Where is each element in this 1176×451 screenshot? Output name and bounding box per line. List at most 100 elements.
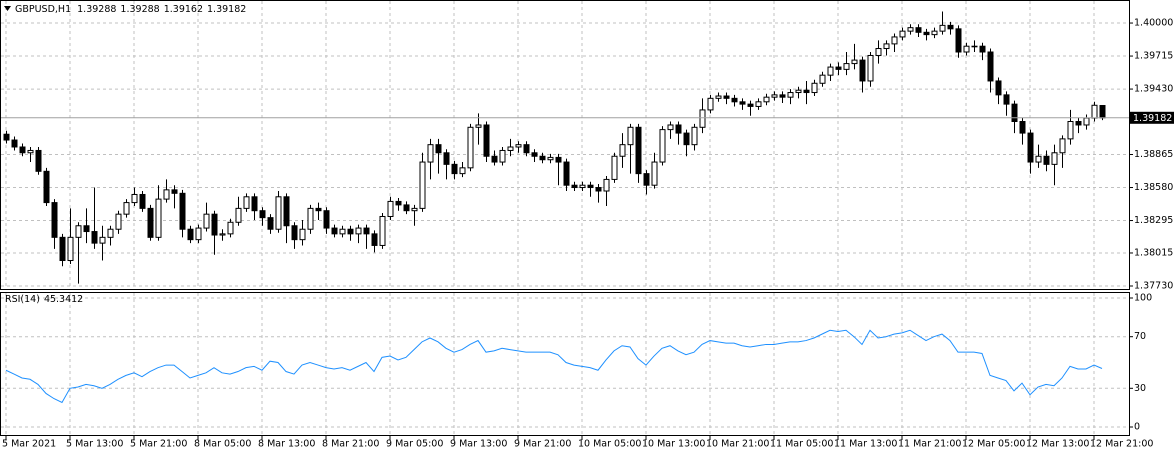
candle-body xyxy=(3,133,10,141)
last-low: 1.39162 xyxy=(164,4,203,15)
candle-body xyxy=(683,132,690,146)
candle-body xyxy=(771,94,778,98)
candle-body xyxy=(827,66,834,76)
candle-body xyxy=(1035,155,1042,163)
rsi-header: RSI(14) 45.3412 xyxy=(5,294,83,305)
last-price-label: 1.39182 xyxy=(1133,113,1172,124)
candle-body xyxy=(99,236,106,244)
candle-body xyxy=(403,204,410,212)
candle-body xyxy=(243,196,250,209)
candle-body xyxy=(723,95,730,99)
y-tick-label: 0 xyxy=(1134,422,1140,433)
candle-body xyxy=(275,196,282,230)
candle-body xyxy=(587,184,594,189)
candle-body xyxy=(195,227,202,241)
y-tick-label: 1.38015 xyxy=(1134,247,1173,258)
candle-body xyxy=(307,207,314,230)
candle-body xyxy=(1083,117,1090,126)
candle-body xyxy=(91,231,98,244)
candle-body xyxy=(51,202,58,238)
candle-body xyxy=(875,48,882,56)
candle-body xyxy=(547,156,554,161)
y-tick-label: 30 xyxy=(1134,383,1146,394)
x-tick-label: 5 Mar 21:00 xyxy=(130,439,187,450)
candle-body xyxy=(803,89,810,94)
x-tick-label: 10 Mar 05:00 xyxy=(578,439,641,450)
candle-body xyxy=(1043,155,1050,165)
candle-body xyxy=(947,24,954,30)
candle-body xyxy=(179,192,186,230)
candle-body xyxy=(667,124,674,131)
candle-body xyxy=(659,129,666,163)
last-close: 1.39182 xyxy=(207,4,246,15)
x-tick-label: 11 Mar 13:00 xyxy=(834,439,897,450)
x-tick-label: 8 Mar 05:00 xyxy=(194,439,251,450)
candle-body xyxy=(931,30,938,36)
candle-body xyxy=(331,227,338,235)
candle-body xyxy=(651,161,658,186)
y-tick-label: 1.38295 xyxy=(1134,215,1173,226)
candle-body xyxy=(251,196,258,212)
x-tick-label: 12 Mar 05:00 xyxy=(962,439,1025,450)
candle-body xyxy=(67,236,74,262)
candle-body xyxy=(611,155,618,180)
candle-body xyxy=(347,228,354,235)
candle-body xyxy=(971,45,978,48)
last-high: 1.39288 xyxy=(120,4,159,15)
candle-body xyxy=(571,184,578,189)
candle-body xyxy=(147,207,154,238)
y-tick-label: 70 xyxy=(1134,331,1146,342)
last-open: 1.39288 xyxy=(77,4,116,15)
candle-body xyxy=(691,126,698,146)
candle-body xyxy=(43,170,50,204)
x-tick-label: 11 Mar 05:00 xyxy=(770,439,833,450)
candle-body xyxy=(163,189,170,200)
y-tick-label: 1.38865 xyxy=(1134,149,1173,160)
candle-body xyxy=(283,196,290,227)
candle-body xyxy=(859,59,866,82)
candle-body xyxy=(1011,103,1018,123)
price-panel xyxy=(0,0,1130,290)
candle-body xyxy=(379,215,386,246)
candle-body xyxy=(131,193,138,204)
candle-body xyxy=(643,173,650,186)
rsi-line xyxy=(5,329,1103,404)
candle-body xyxy=(475,124,482,128)
candle-body xyxy=(739,101,746,105)
candle-body xyxy=(835,66,842,70)
candle-body xyxy=(923,31,930,36)
candle-body xyxy=(1067,121,1074,140)
candle-body xyxy=(883,43,890,50)
candle-body xyxy=(747,103,754,107)
candle-body xyxy=(1051,152,1058,165)
candle-body xyxy=(227,221,234,235)
x-tick-label: 9 Mar 13:00 xyxy=(450,439,507,450)
candle-body xyxy=(507,146,514,151)
candle-body xyxy=(323,210,330,229)
x-tick-label: 9 Mar 05:00 xyxy=(386,439,443,450)
candle-body xyxy=(939,24,946,32)
candle-body xyxy=(779,94,786,98)
last-price-box xyxy=(1130,111,1174,124)
candle-body xyxy=(795,89,802,94)
candle-body xyxy=(107,228,114,238)
candle-body xyxy=(715,95,722,99)
x-tick-label: 12 Mar 21:00 xyxy=(1090,439,1153,450)
candle-body xyxy=(763,96,770,103)
candle-body xyxy=(987,51,994,82)
candle-body xyxy=(451,163,458,175)
rsi-title: RSI(14) xyxy=(5,294,40,305)
candle-body xyxy=(435,144,442,154)
candle-body xyxy=(219,233,226,236)
candle-body xyxy=(515,144,522,148)
y-tick-label: 1.38580 xyxy=(1134,182,1173,193)
candle-body xyxy=(955,28,962,53)
candle-body xyxy=(235,207,242,223)
candle-body xyxy=(707,97,714,111)
candle-body xyxy=(915,27,922,33)
candle-body xyxy=(595,187,602,192)
candle-body xyxy=(1091,104,1098,119)
candle-body xyxy=(459,167,466,175)
